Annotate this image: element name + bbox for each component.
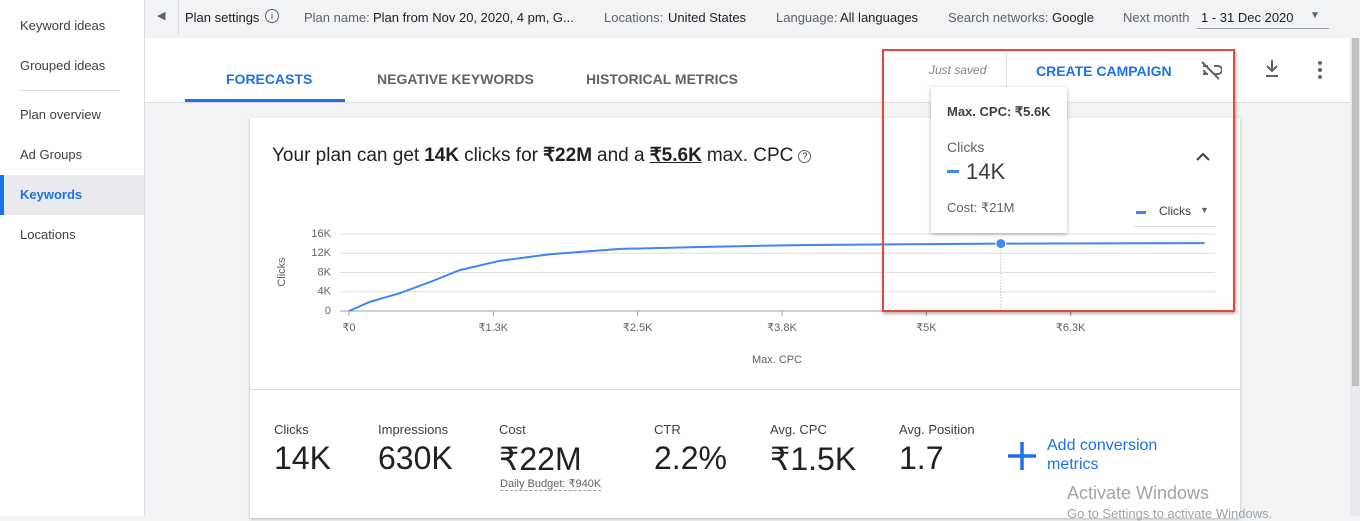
tooltip-swatch: [947, 170, 959, 173]
watermark: Go to Settings to activate Windows.: [1067, 506, 1273, 521]
value[interactable]: Google: [1052, 10, 1094, 25]
sidebar: Keyword ideas Grouped ideas Plan overvie…: [0, 0, 145, 516]
divider: [20, 90, 120, 91]
nav-item[interactable]: Ad Groups: [20, 147, 83, 162]
tooltip: Max. CPC: ₹5.6K Clicks 14K Cost: ₹21M: [931, 87, 1067, 233]
label: Next month: [1123, 10, 1190, 25]
x-tick-label: ₹3.8K: [767, 322, 797, 334]
text: Your plan can get: [272, 145, 420, 166]
metric-value: 1.7: [899, 440, 944, 476]
x-tick-label: ₹0: [342, 322, 355, 334]
add-icon[interactable]: [1007, 441, 1037, 471]
collapse-icon[interactable]: ◀: [157, 10, 166, 22]
divider: [1006, 52, 1007, 88]
help-icon[interactable]: ?: [798, 150, 812, 163]
y-tick-label: 12K: [311, 247, 331, 259]
metric-label: Cost: [499, 422, 526, 437]
nav-item[interactable]: Locations: [20, 227, 76, 242]
metric-label: Clicks: [274, 422, 309, 437]
text: clicks for: [464, 145, 538, 166]
label: Plan name:: [304, 10, 370, 25]
x-tick-label: ₹2.5K: [623, 322, 653, 334]
y-axis-title: Clicks: [276, 257, 288, 287]
nav-item[interactable]: Keywords: [20, 187, 83, 202]
tab[interactable]: HISTORICAL METRICS: [586, 71, 738, 87]
value[interactable]: Plan from Nov 20, 2020, 4 pm, G...: [373, 10, 574, 25]
x-axis-title: Max. CPC: [752, 354, 802, 366]
x-tick-label: ₹5K: [916, 322, 937, 334]
text: ₹22M: [542, 145, 593, 166]
tooltip-value: 14K: [966, 159, 1006, 184]
divider: [178, 0, 179, 35]
underline: [1197, 28, 1329, 29]
tooltip-cost: Cost: ₹21M: [947, 200, 1015, 215]
metric-label: Avg. CPC: [770, 422, 827, 437]
y-tick-label: 0: [325, 305, 331, 317]
tab-bar: FORECASTS NEGATIVE KEYWORDS HISTORICAL M…: [145, 38, 1350, 103]
divider: [250, 389, 1240, 390]
nav-item[interactable]: Plan overview: [20, 107, 101, 122]
nav-item[interactable]: Grouped ideas: [20, 58, 106, 73]
collapse-icon[interactable]: [1196, 152, 1210, 162]
metric-value: 630K: [378, 440, 453, 476]
text: 14K: [424, 145, 460, 166]
text: max. CPC: [706, 145, 794, 166]
label: Language:: [776, 10, 838, 25]
legend-label: Clicks: [1159, 204, 1191, 218]
save-status: Just saved: [929, 63, 987, 77]
top-bar: ◀ Plan settings i Plan name: Plan from N…: [145, 0, 1360, 35]
legend[interactable]: Clicks ▼: [1134, 202, 1216, 227]
text: and a: [597, 145, 645, 166]
dropdown-icon[interactable]: ▼: [1310, 10, 1320, 21]
hover-point: [995, 238, 1007, 250]
add-conversion[interactable]: metrics: [1047, 456, 1099, 473]
highlight-box: [882, 49, 1235, 312]
dropdown-icon: ▼: [1200, 205, 1209, 215]
value[interactable]: All languages: [840, 10, 919, 25]
legend-swatch: [1136, 211, 1146, 214]
metric-label: CTR: [654, 422, 681, 437]
nav-item[interactable]: Keyword ideas: [20, 18, 106, 33]
active-bg: [0, 175, 144, 215]
create-campaign-button[interactable]: CREATE CAMPAIGN: [1036, 63, 1172, 79]
tab[interactable]: FORECASTS: [226, 71, 313, 87]
add-conversion[interactable]: Add conversion: [1047, 437, 1158, 454]
watermark: Activate Windows: [1067, 483, 1210, 503]
line: [348, 242, 1205, 312]
daily-budget: Daily Budget: ₹940K: [500, 478, 602, 491]
metric-value: ₹22M: [499, 441, 582, 477]
scroll-thumb[interactable]: [1352, 38, 1359, 386]
metric-label: Impressions: [378, 422, 449, 437]
tab-indicator: [185, 99, 345, 102]
more-icon[interactable]: [1315, 60, 1325, 80]
metric-value: 14K: [274, 440, 331, 476]
y-tick-label: 8K: [318, 266, 332, 278]
label: Locations:: [604, 10, 664, 25]
y-tick-label: 4K: [318, 286, 332, 298]
metric-label: Avg. Position: [899, 422, 975, 437]
label: Search networks:: [948, 10, 1049, 25]
y-tick-label: 16K: [311, 228, 331, 240]
unlink-icon[interactable]: [1200, 60, 1222, 80]
value[interactable]: United States: [668, 10, 747, 25]
tooltip-title: Max. CPC: ₹5.6K: [947, 104, 1051, 119]
scrollbar: [1350, 38, 1360, 516]
plan-settings[interactable]: Plan settings: [185, 10, 260, 25]
metric-value: ₹1.5K: [770, 441, 857, 477]
x-tick-label: ₹6.3K: [1056, 322, 1086, 334]
info-icon[interactable]: i: [265, 9, 279, 23]
cpc-link[interactable]: ₹5.6K: [649, 145, 702, 166]
x-tick-label: ₹1.3K: [479, 322, 509, 334]
metric-value: 2.2%: [654, 440, 727, 476]
chart: Clicks Max. CPC 0 4K 8K 12K 16K ₹0 ₹1.3K ₹2.5K ₹…: [276, 228, 1215, 366]
forecast-card: Your plan can get 14K clicks for ₹22M and a ₹…: [250, 118, 1240, 518]
tab[interactable]: NEGATIVE KEYWORDS: [377, 71, 534, 87]
download-icon[interactable]: [1263, 59, 1281, 79]
date-range[interactable]: 1 - 31 Dec 2020: [1201, 10, 1294, 25]
tooltip-metric: Clicks: [947, 139, 985, 155]
headline: Your plan can get 14K clicks for ₹22M and a ₹…: [272, 144, 816, 167]
